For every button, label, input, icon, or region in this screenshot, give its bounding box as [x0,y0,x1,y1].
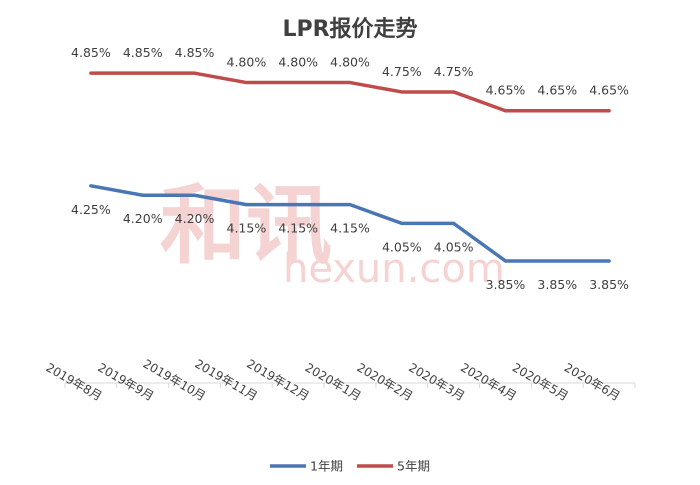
data-label: 4.80% [227,55,267,70]
data-label: 4.85% [71,45,111,60]
x-tick-label: 2019年8月 [44,360,105,403]
watermark-site: hexun.com [283,246,505,292]
data-label: 4.05% [434,239,474,254]
x-tick-label: 2020年4月 [458,360,519,403]
data-labels: 4.25% 4.20% 4.20% 4.15% 4.15% 4.15% 4.05% 4.05%… [71,45,629,292]
watermark: 和讯 hexun.com [160,175,505,292]
data-label: 4.20% [123,211,163,226]
x-tick-label: 2020年6月 [562,360,623,403]
series-line-2 [89,71,611,113]
data-label: 3.85% [537,277,577,292]
watermark-logo: 和讯 [160,175,332,276]
data-label: 4.15% [330,221,370,236]
data-label: 4.15% [227,221,267,236]
data-label: 4.65% [486,83,526,98]
legend-label: 5年期 [397,459,430,474]
data-label: 4.75% [434,64,474,79]
data-label: 4.65% [589,83,629,98]
x-axis-ticks [64,383,636,388]
x-axis-labels: 2019年8月2019年9月2019年10月2019年11月2019年12月20… [44,357,623,404]
data-label: 4.05% [382,239,422,254]
data-label: 4.25% [71,202,111,217]
legend-label: 1年期 [310,459,343,474]
legend: 1年期 5年期 [270,459,430,474]
data-label: 4.80% [278,55,318,70]
data-label: 4.15% [278,221,318,236]
series-group [89,71,611,263]
x-tick-label: 2020年2月 [354,360,415,403]
x-tick-label: 2020年5月 [510,360,571,403]
x-tick-label: 2020年1月 [303,360,364,403]
data-label: 4.80% [330,55,370,70]
data-label: 4.85% [123,45,163,60]
data-label: 4.20% [175,211,215,226]
data-label: 3.85% [486,277,526,292]
x-tick-label: 2020年3月 [406,360,467,403]
series-line-1 [89,184,611,263]
data-label: 3.85% [589,277,629,292]
data-label: 4.65% [537,83,577,98]
data-label: 4.85% [175,45,215,60]
chart-title: LPR报价走势 [282,16,417,42]
data-label: 4.75% [382,64,422,79]
